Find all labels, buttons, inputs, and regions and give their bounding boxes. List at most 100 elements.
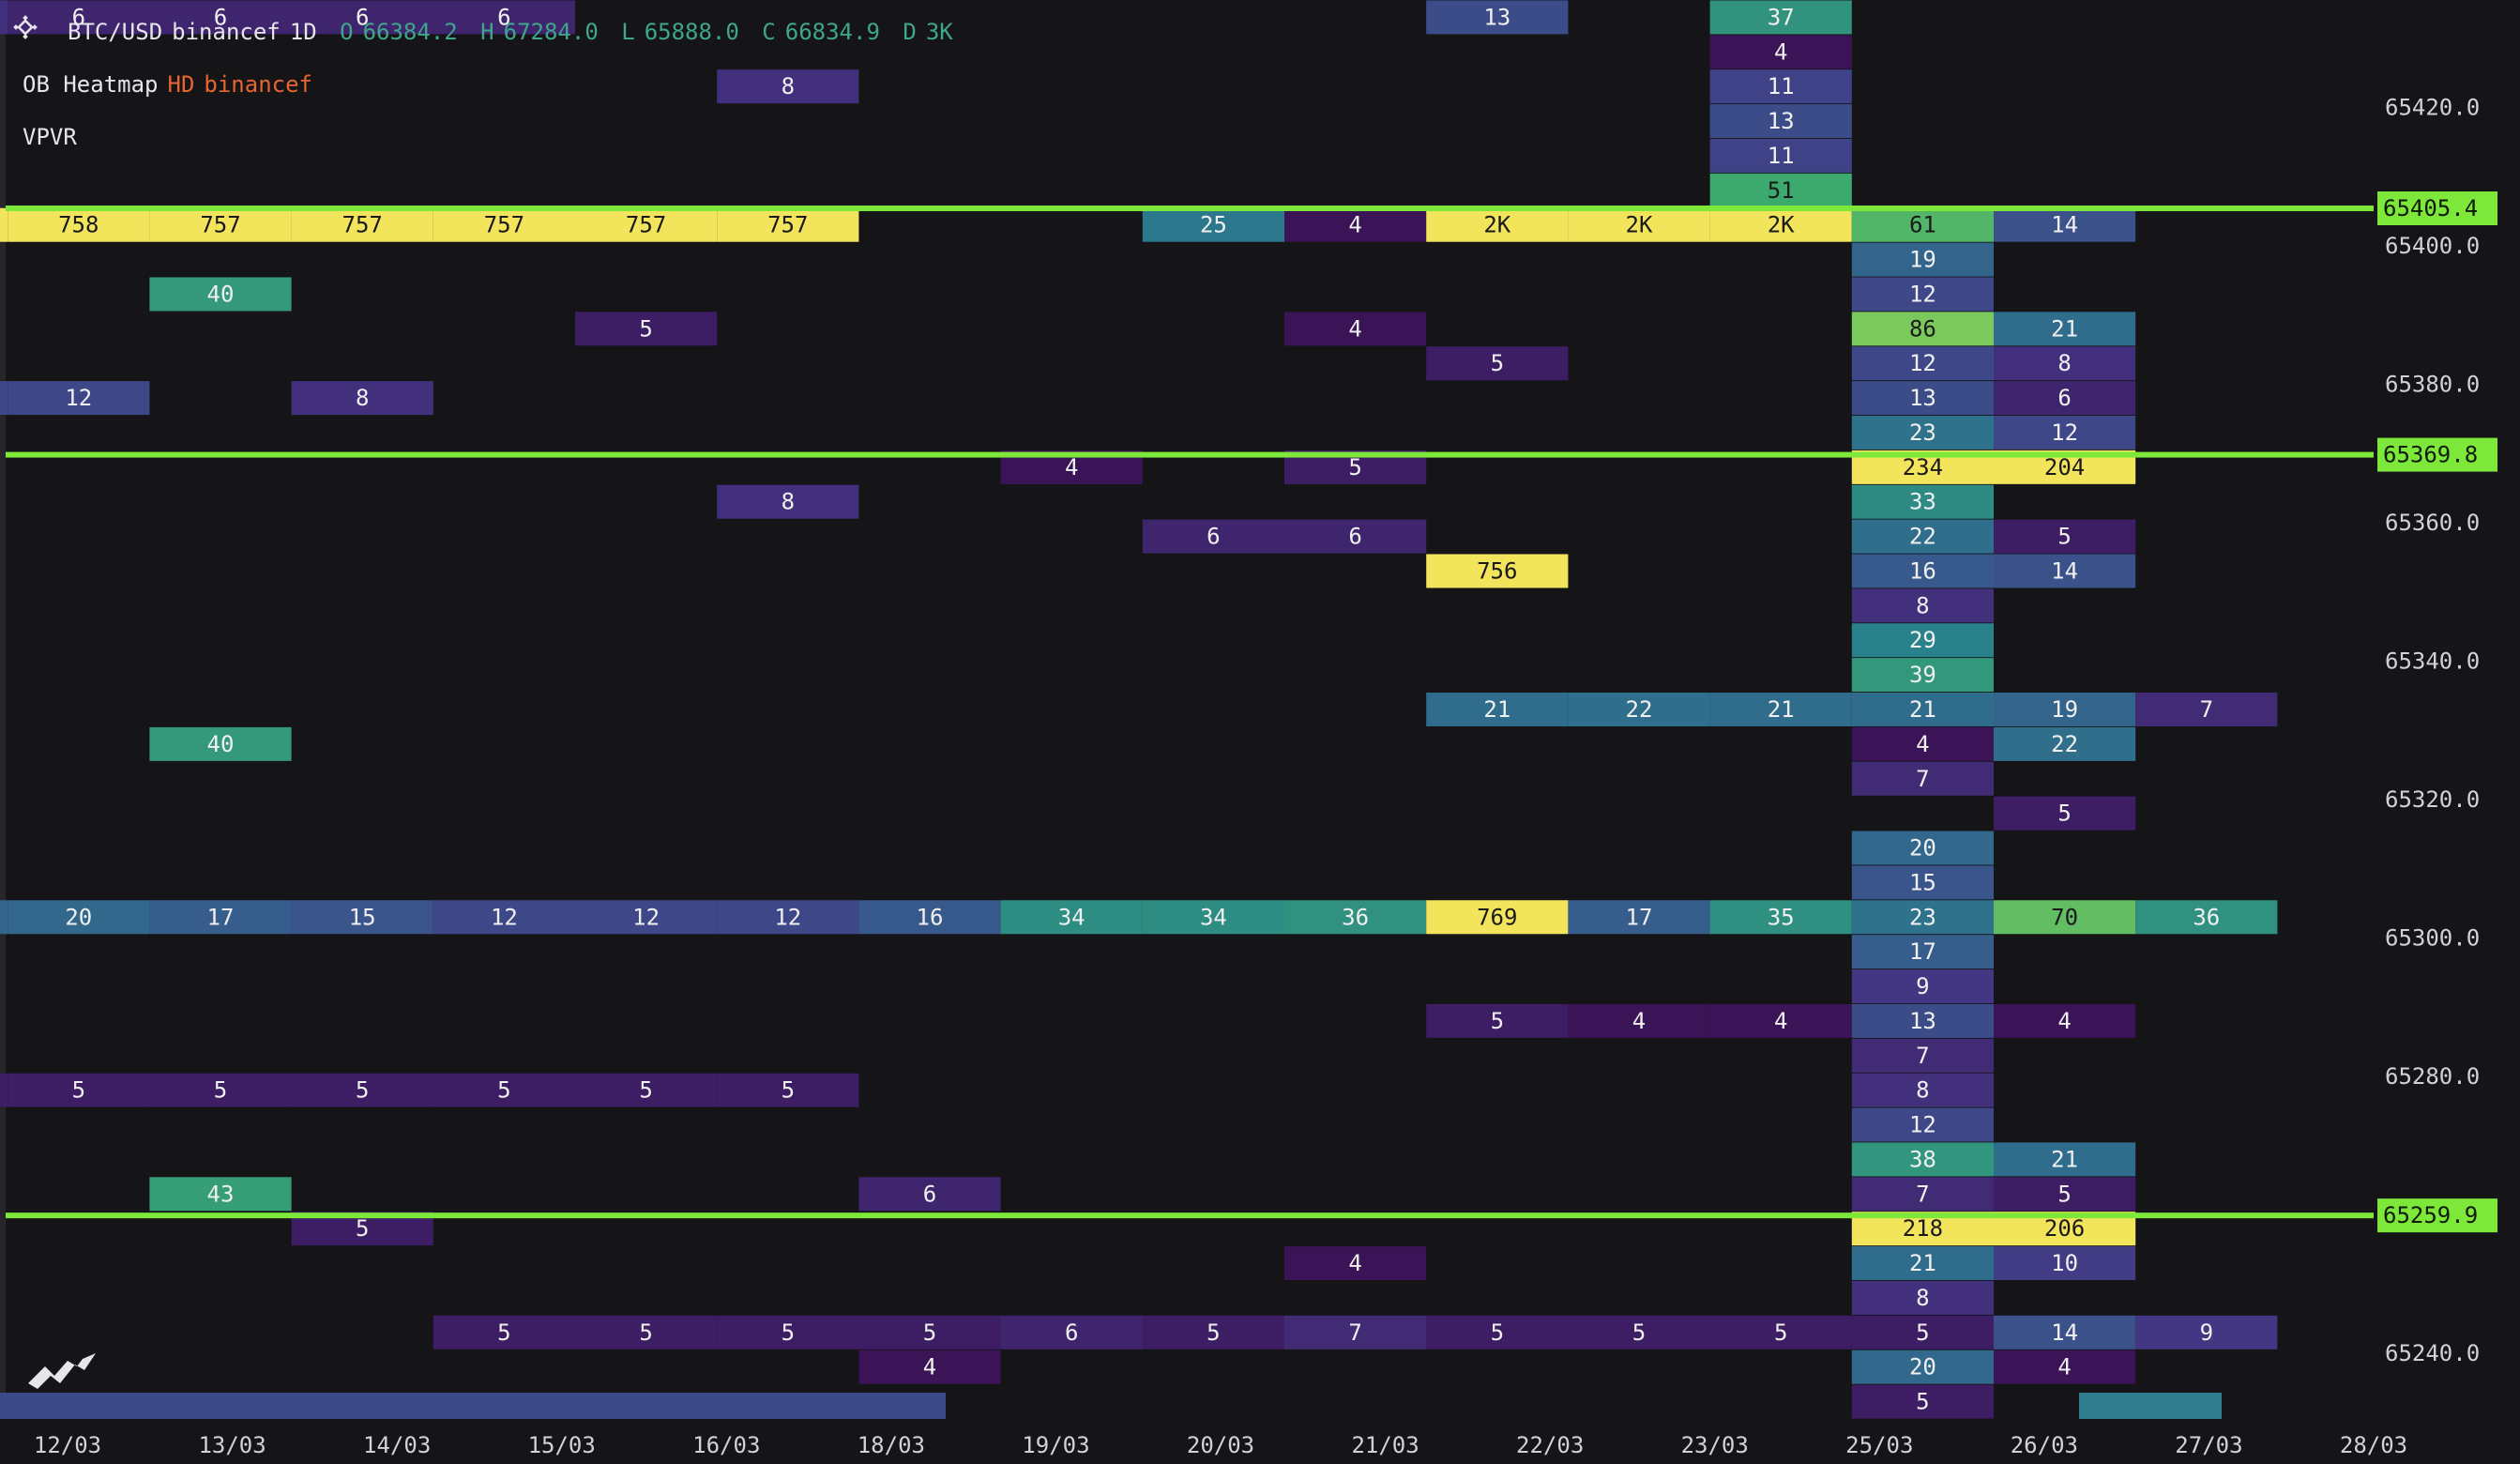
heatmap-cell[interactable] — [1426, 554, 1569, 588]
heatmap-cell[interactable] — [1426, 693, 1569, 726]
heatmap-cell[interactable] — [1851, 1384, 1994, 1419]
heatmap-cell[interactable] — [575, 1073, 718, 1107]
heatmap-cell[interactable] — [1851, 1003, 1994, 1038]
heatmap-cell[interactable] — [1568, 1315, 1710, 1350]
heatmap-cell[interactable] — [1994, 726, 2136, 761]
heatmap-cell[interactable] — [1994, 207, 2136, 242]
heatmap-cell[interactable] — [1851, 1073, 1994, 1107]
heatmap-cell[interactable] — [8, 381, 150, 416]
heatmap-cell[interactable] — [1994, 693, 2136, 726]
heatmap-cell[interactable] — [1994, 312, 2136, 346]
heatmap-cell[interactable] — [433, 1073, 575, 1107]
heatmap-cell[interactable] — [858, 900, 1001, 935]
heatmap-cell[interactable] — [1851, 761, 1994, 796]
heatmap-cell[interactable] — [2135, 900, 2278, 935]
heatmap-cell[interactable] — [1851, 693, 1994, 726]
heatmap-cell[interactable] — [1426, 1003, 1569, 1038]
heatmap-cell[interactable] — [149, 900, 292, 935]
heatmap-cell[interactable] — [8, 207, 150, 242]
heatmap-cell[interactable] — [1426, 346, 1569, 381]
heatmap-cell[interactable] — [0, 381, 8, 416]
heatmap-cell[interactable] — [717, 900, 859, 935]
heatmap-cell[interactable] — [433, 207, 575, 242]
heatmap-cell[interactable] — [291, 0, 433, 35]
heatmap-cell[interactable] — [1709, 1315, 1852, 1350]
price-level-line[interactable] — [6, 451, 2374, 458]
price-level-line[interactable] — [6, 206, 2374, 212]
heatmap-cell[interactable] — [1994, 1142, 2136, 1177]
heatmap-cell[interactable] — [1568, 693, 1710, 726]
heatmap-cell[interactable] — [1851, 277, 1994, 312]
time-axis[interactable] — [0, 1419, 2374, 1464]
heatmap-cell[interactable] — [1994, 1003, 2136, 1038]
heatmap-cell[interactable] — [1851, 588, 1994, 623]
heatmap-cell[interactable] — [858, 1350, 1001, 1384]
heatmap-cell[interactable] — [1000, 1315, 1143, 1350]
heatmap-cell[interactable] — [717, 1315, 859, 1350]
heatmap-cell[interactable] — [1709, 207, 1852, 242]
heatmap-cell[interactable] — [575, 900, 718, 935]
heatmap-cell[interactable] — [1994, 381, 2136, 416]
heatmap-cell[interactable] — [1994, 415, 2136, 450]
heatmap-cell[interactable] — [717, 207, 859, 242]
ob-heatmap-legend[interactable]: OB Heatmap HD binancef — [23, 71, 322, 98]
heatmap-cell[interactable] — [0, 0, 8, 35]
heatmap-cell[interactable] — [1000, 900, 1143, 935]
heatmap-cell[interactable] — [858, 1315, 1001, 1350]
heatmap-cell[interactable] — [1709, 173, 1852, 207]
heatmap-cell[interactable] — [1284, 900, 1427, 935]
heatmap-cell[interactable] — [8, 1073, 150, 1107]
heatmap-cell[interactable] — [1851, 865, 1994, 900]
heatmap-cell[interactable] — [1851, 1142, 1994, 1177]
heatmap-cell[interactable] — [1851, 935, 1994, 969]
heatmap-cell[interactable] — [1568, 900, 1710, 935]
heatmap-cell[interactable] — [1994, 346, 2136, 381]
price-level-line[interactable] — [6, 1212, 2374, 1219]
heatmap-cell[interactable] — [1851, 1350, 1994, 1384]
heatmap-cell[interactable] — [291, 900, 433, 935]
heatmap-cell[interactable] — [1851, 1107, 1994, 1142]
heatmap-cell[interactable] — [1709, 138, 1852, 173]
heatmap-cell[interactable] — [1994, 900, 2136, 935]
heatmap-cell[interactable] — [1284, 312, 1427, 346]
heatmap-cell[interactable] — [1851, 554, 1994, 588]
heatmap-cell[interactable] — [0, 900, 8, 935]
heatmap-cell[interactable] — [1709, 693, 1852, 726]
heatmap-cell[interactable] — [1994, 554, 2136, 588]
heatmap-cell[interactable] — [1426, 1315, 1569, 1350]
heatmap-cell[interactable] — [1284, 1315, 1427, 1350]
heatmap-cell[interactable] — [1994, 1315, 2136, 1350]
ohlc-legend[interactable]: BTC/USD binancef 1D O 66384.2 H 67284.0 L 658… — [68, 19, 963, 45]
heatmap-cell[interactable] — [1851, 484, 1994, 519]
heatmap-cell[interactable] — [1851, 207, 1994, 242]
heatmap-cell[interactable] — [1426, 0, 1569, 35]
heatmap-cell[interactable] — [1994, 1177, 2136, 1212]
heatmap-cell[interactable] — [291, 207, 433, 242]
heatmap-cell[interactable] — [0, 207, 8, 242]
heatmap-cell[interactable] — [717, 69, 859, 104]
heatmap-cell[interactable] — [575, 1315, 718, 1350]
heatmap-cell[interactable] — [1851, 415, 1994, 450]
heatmap-cell[interactable] — [1994, 1350, 2136, 1384]
heatmap-cell[interactable] — [1709, 900, 1852, 935]
heatmap-cell[interactable] — [1994, 519, 2136, 554]
heatmap-cell[interactable] — [149, 0, 292, 35]
heatmap-cell[interactable] — [433, 1315, 575, 1350]
heatmap-cell[interactable] — [1851, 381, 1994, 416]
heatmap-cell[interactable] — [1851, 242, 1994, 277]
heatmap-cell[interactable] — [8, 900, 150, 935]
heatmap-cell[interactable] — [1142, 519, 1284, 554]
heatmap-cell[interactable] — [1142, 900, 1284, 935]
heatmap-cell[interactable] — [575, 312, 718, 346]
heatmap-cell[interactable] — [0, 1073, 8, 1107]
heatmap-cell[interactable] — [2135, 693, 2278, 726]
heatmap-cell[interactable] — [575, 207, 718, 242]
heatmap-cell[interactable] — [291, 1073, 433, 1107]
heatmap-cell[interactable] — [149, 207, 292, 242]
heatmap-cell[interactable] — [291, 381, 433, 416]
heatmap-cell[interactable] — [149, 726, 292, 761]
heatmap-cell[interactable] — [1142, 207, 1284, 242]
heatmap-cell[interactable] — [1284, 1246, 1427, 1281]
